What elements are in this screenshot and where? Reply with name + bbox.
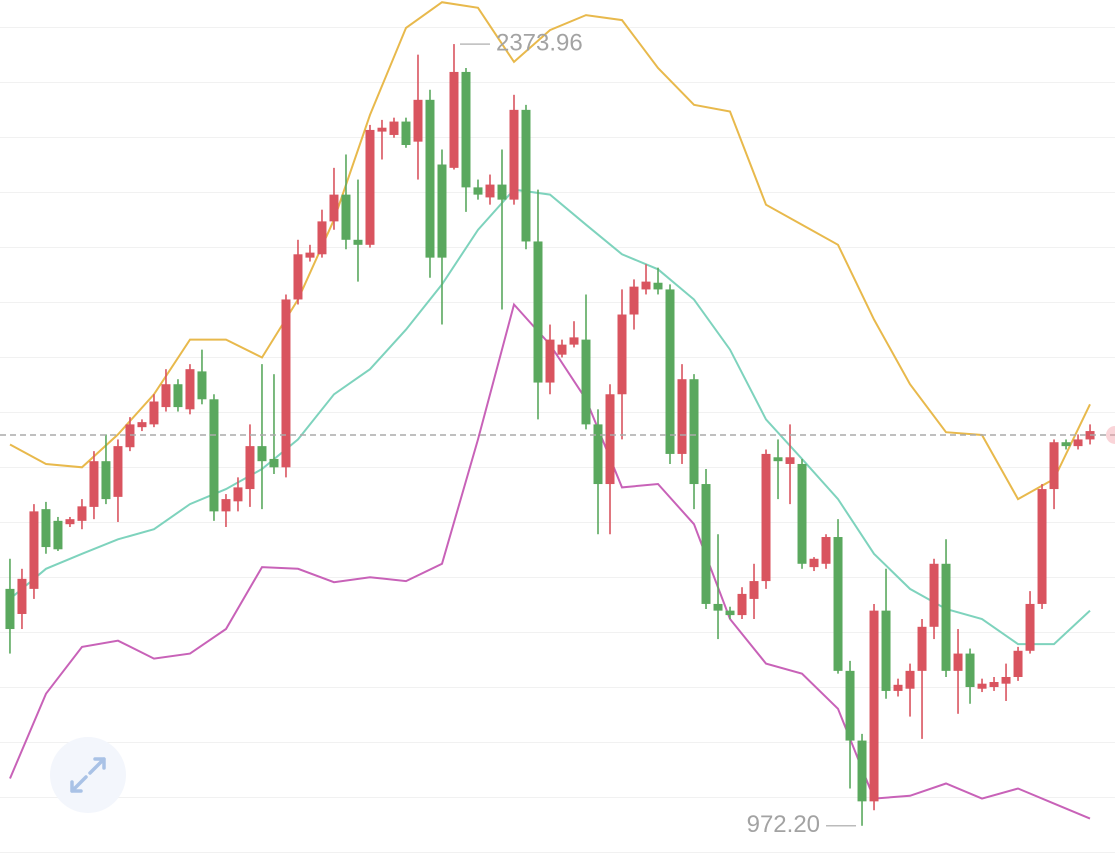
candle-body: [569, 337, 579, 345]
candle-body: [413, 99, 423, 142]
candle-body: [437, 164, 447, 258]
candle-body: [557, 344, 567, 355]
candle-body: [389, 121, 399, 135]
candle-body: [761, 453, 771, 582]
candle-body: [53, 520, 63, 550]
candle-body: [89, 461, 99, 507]
band-line: [9, 188, 1091, 646]
candle-body: [953, 653, 963, 671]
candle-body: [245, 446, 255, 490]
high-marker-label: 2373.96: [496, 29, 583, 56]
candle-body: [665, 289, 675, 454]
candle-body: [365, 129, 375, 245]
candle-body: [461, 71, 471, 188]
candle-body: [1037, 489, 1047, 604]
candle-body: [521, 109, 531, 242]
candle-body: [977, 683, 987, 689]
candle-body: [773, 457, 783, 462]
candle-body: [293, 254, 303, 300]
candle-body: [137, 422, 147, 428]
candle-body: [857, 740, 867, 802]
candle-body: [209, 399, 219, 512]
candle-body: [29, 511, 39, 589]
candle-body: [905, 670, 915, 689]
candle-body: [677, 379, 687, 454]
candle-body: [317, 221, 327, 255]
candle-body: [581, 339, 591, 425]
candle-body: [881, 610, 891, 691]
candle-body: [965, 653, 975, 688]
expand-button[interactable]: [50, 737, 126, 813]
candle-body: [1061, 442, 1071, 447]
band-line: [9, 1, 1091, 501]
candle-body: [821, 537, 831, 564]
candle-body: [725, 610, 735, 616]
candle-body: [497, 184, 507, 200]
candle-body: [5, 588, 15, 630]
candle-body: [149, 401, 159, 425]
candle-body: [989, 682, 999, 688]
candle-body: [185, 369, 195, 410]
candle-body: [737, 593, 747, 616]
candle-body: [329, 194, 339, 222]
candle-body: [689, 379, 699, 485]
candle-body: [941, 563, 951, 671]
candle-body: [509, 109, 519, 200]
candle-body: [41, 509, 51, 548]
candle-body: [713, 603, 723, 611]
candle-body: [473, 187, 483, 195]
expand-button-bg[interactable]: [50, 737, 126, 813]
candle-body: [485, 184, 495, 198]
candle-body: [281, 299, 291, 468]
candle-body: [305, 252, 315, 258]
candle-body: [809, 558, 819, 568]
candle-body: [125, 424, 135, 448]
candle-body: [629, 286, 639, 315]
candle-body: [161, 384, 171, 408]
candle-body: [101, 461, 111, 500]
candle-body: [113, 446, 123, 497]
candle-body: [641, 281, 651, 290]
candle-body: [797, 463, 807, 564]
last-price-dot: [1106, 425, 1115, 444]
candle-body: [653, 282, 663, 290]
expand-icon[interactable]: [70, 757, 106, 793]
candle-body: [1073, 439, 1083, 447]
candle-body: [749, 581, 759, 599]
candle-body: [77, 506, 87, 521]
candle-body: [1013, 650, 1023, 677]
candle-body: [545, 339, 555, 383]
candle-body: [233, 487, 243, 502]
candle-body: [929, 563, 939, 627]
candle-body: [1001, 676, 1011, 684]
candle-body: [845, 670, 855, 741]
candle-body: [1025, 603, 1035, 651]
candle-body: [701, 484, 711, 604]
candle-body: [593, 424, 603, 485]
candle-body: [893, 684, 903, 691]
candle-body: [173, 384, 183, 408]
candle-body: [449, 71, 459, 168]
candle-body: [221, 499, 231, 512]
candle-body: [425, 99, 435, 258]
candle-body: [65, 519, 75, 525]
candle-body: [1049, 442, 1059, 490]
candle-body: [197, 371, 207, 400]
candle-body: [257, 446, 267, 462]
candle-body: [605, 394, 615, 485]
candle-body: [617, 314, 627, 395]
candle-body: [917, 626, 927, 671]
candle-body: [269, 458, 279, 468]
candle-body: [353, 239, 363, 245]
low-marker-label: 972.20: [747, 811, 820, 838]
candle-body: [401, 121, 411, 145]
candle-body: [785, 457, 795, 464]
candle-body: [341, 194, 351, 240]
candle-body: [869, 610, 879, 802]
candle-body: [533, 241, 543, 383]
candle-body: [833, 537, 843, 671]
candle-body: [17, 578, 27, 614]
candle-body: [377, 127, 387, 132]
